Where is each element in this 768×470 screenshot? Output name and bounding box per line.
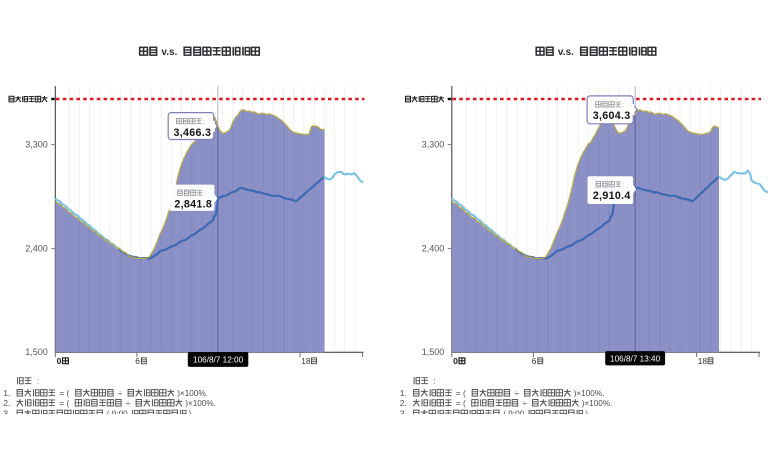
svg-text:( 9:00: ( 9:00	[503, 409, 524, 418]
svg-text:2.: 2.	[400, 398, 407, 408]
svg-text:1,500: 1,500	[25, 347, 48, 357]
svg-text:2,910.4: 2,910.4	[593, 190, 631, 202]
svg-text:÷: ÷	[514, 388, 519, 398]
svg-text::: :	[622, 182, 624, 189]
svg-text:÷: ÷	[118, 388, 123, 398]
svg-text:3.: 3.	[3, 409, 10, 419]
svg-text::: :	[622, 102, 624, 109]
svg-text:0: 0	[57, 356, 62, 366]
svg-text:= (: = (	[59, 389, 69, 398]
svg-text:÷: ÷	[126, 398, 131, 408]
svg-text:)×100%.: )×100%.	[574, 389, 605, 398]
svg-text:3,300: 3,300	[422, 140, 445, 150]
svg-text:0: 0	[453, 356, 458, 366]
svg-text:÷: ÷	[522, 398, 527, 408]
svg-text:)×100%.: )×100%.	[582, 399, 613, 408]
svg-text:1,500: 1,500	[422, 347, 445, 357]
svg-text:3,466.3: 3,466.3	[174, 127, 212, 139]
svg-text:2,400: 2,400	[422, 244, 445, 254]
svg-text:2,400: 2,400	[25, 244, 48, 254]
svg-text:1.: 1.	[400, 388, 407, 398]
svg-text:6: 6	[532, 356, 537, 366]
svg-text:3,300: 3,300	[25, 140, 48, 150]
svg-text:)×100%.: )×100%.	[177, 389, 208, 398]
svg-text:= (: = (	[456, 389, 466, 398]
svg-text:6: 6	[135, 356, 140, 366]
svg-text:1.: 1.	[3, 388, 10, 398]
svg-text:106/8/7 12:00: 106/8/7 12:00	[193, 355, 244, 364]
svg-text:106/8/7 13:40: 106/8/7 13:40	[610, 355, 661, 364]
svg-text:v.s.: v.s.	[558, 47, 574, 58]
svg-text::: :	[204, 190, 206, 197]
svg-text:v.s.: v.s.	[161, 47, 177, 58]
svg-text:)×100%.: )×100%.	[185, 399, 216, 408]
svg-text::: :	[433, 376, 435, 386]
svg-text:18: 18	[698, 356, 708, 366]
svg-text:= (: = (	[59, 399, 69, 408]
svg-text:2.: 2.	[3, 398, 10, 408]
svg-text:2,841.8: 2,841.8	[174, 198, 212, 210]
svg-text:( 9:00: ( 9:00	[107, 409, 128, 418]
svg-text:): )	[189, 409, 192, 418]
svg-text:18: 18	[301, 356, 311, 366]
svg-text::: :	[37, 376, 39, 386]
svg-text:3.: 3.	[400, 409, 407, 419]
svg-text:): )	[585, 409, 588, 418]
svg-text:3,604.3: 3,604.3	[593, 110, 631, 122]
svg-text::: :	[203, 119, 205, 126]
svg-text:= (: = (	[456, 399, 466, 408]
